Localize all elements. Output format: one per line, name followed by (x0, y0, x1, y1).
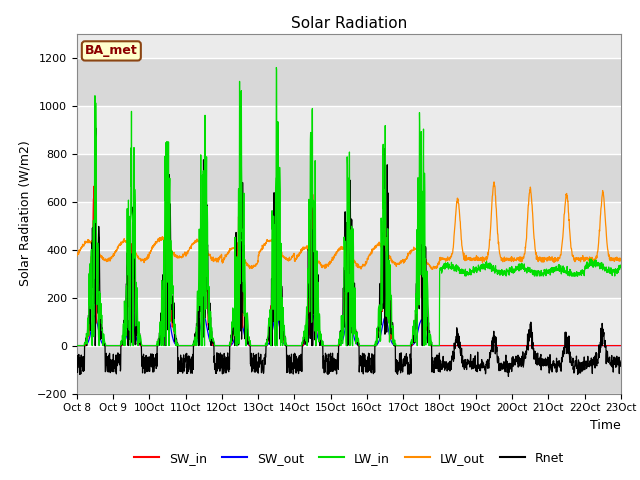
Bar (77, 154, 621, 202)
Title: Solar Radiation: Solar Radiation (291, 16, 407, 31)
Y-axis label: Solar Radiation (W/m2): Solar Radiation (W/m2) (18, 141, 31, 287)
Bar (77, 250, 621, 298)
Text: BA_met: BA_met (85, 44, 138, 58)
Bar (77, 346, 621, 394)
Bar (77, 58, 621, 106)
X-axis label: Time: Time (590, 419, 621, 432)
Legend: SW_in, SW_out, LW_in, LW_out, Rnet: SW_in, SW_out, LW_in, LW_out, Rnet (129, 447, 569, 469)
